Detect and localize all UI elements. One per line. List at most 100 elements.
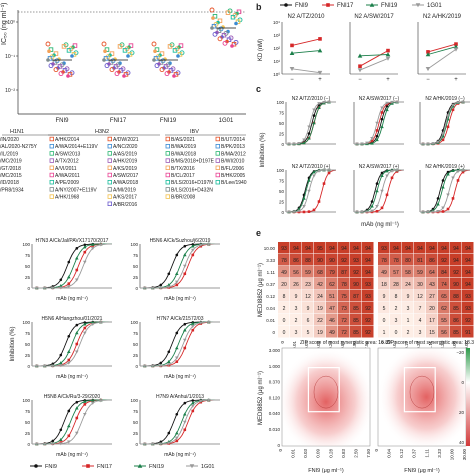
panel-d-point-FNI9 <box>167 431 171 435</box>
panel-d-ytick-label: 0 <box>135 286 138 291</box>
panel-d-ytick-label: 25 <box>25 431 31 436</box>
heatmap-left-cell <box>362 290 374 302</box>
panel-a-dot-plot: FNI9 FNI17 FNI19 1G01 10⁰ 10⁻¹ 10⁻² <box>5 7 246 124</box>
panel-d-point-FNI19 <box>191 321 195 325</box>
panel-d-xlabel: mAb (ng ml⁻¹) <box>56 374 88 380</box>
panel-a-dot <box>217 18 223 24</box>
panel-a-dot <box>235 19 241 24</box>
heatmap-right-cell <box>378 254 390 266</box>
heatmap-left-cell <box>302 242 314 254</box>
panel-a-dot <box>52 53 56 57</box>
heatmap-left-cell <box>314 254 326 266</box>
panel-c-point-1G01 <box>456 170 460 174</box>
legend-h3n2a-label: A/TX/2012 <box>55 159 79 165</box>
heatmap-left-cell <box>302 302 314 314</box>
panel-e-ytick: 1.11 <box>267 270 276 275</box>
panel-d-point-FNI19 <box>67 349 71 354</box>
zip-left-surface <box>282 348 370 446</box>
panel-c-point-FNI19 <box>375 138 379 142</box>
panel-c-point-FNI19 <box>307 136 311 140</box>
panel-d-point-FNI19 <box>175 431 179 435</box>
heatmap-right-cell <box>378 314 390 326</box>
legend-h3n2b-label: A/SW/2017 <box>113 173 139 179</box>
heatmap-right-value: 62 <box>441 306 447 312</box>
heatmap-left-xtick: 0.09 <box>316 341 321 350</box>
panel-d-point-1G01 <box>151 364 155 368</box>
panel-d-point-1G01 <box>143 364 147 368</box>
heatmap-right-cell <box>438 242 450 254</box>
panel-e-ylabel: MEDI8852 (μg ml⁻¹) <box>258 263 264 317</box>
legend-h3n2b-swatch <box>107 143 112 149</box>
legend-ibvb-swatch <box>215 165 220 170</box>
heatmap-right-cell <box>390 242 402 254</box>
panel-c-point-1G01 <box>461 168 465 173</box>
panel-c-point-1G01 <box>380 189 384 193</box>
heatmap-right-value: 0 <box>383 318 386 324</box>
heatmap-right-cell <box>438 254 450 266</box>
panel-c-subtitle: N2 A/HK/2019 (+) <box>425 164 465 170</box>
panel-d-point-FNI9 <box>183 401 187 405</box>
zip-right-title: ZIP score of most synergistic area: 18.3… <box>386 340 474 346</box>
panel-d-ytick-label: 100 <box>22 398 30 403</box>
heatmap-left-value: 12 <box>305 294 311 300</box>
panel-d-curve-FNI9 <box>32 243 112 289</box>
panel-a-dot <box>157 62 161 66</box>
panel-a-dot <box>71 45 75 49</box>
panel-d-point-FNI19 <box>91 398 95 402</box>
panel-d-point-FNI17 <box>83 403 87 406</box>
heatmap-right-cell <box>378 242 390 254</box>
heatmap-right-cell <box>414 254 426 266</box>
panel-a-dot <box>61 70 65 74</box>
legend-h3n2a-label: A/PE/2009 <box>55 180 79 186</box>
heatmap-left-cell <box>290 302 302 314</box>
heatmap-left-value: 6 <box>307 318 310 324</box>
panel-b-line-1G01 <box>427 48 457 70</box>
panel-a-ytick-label: 10⁰ <box>7 20 15 26</box>
legend-ibvb-swatch <box>215 136 220 142</box>
heatmap-left-cell <box>326 278 338 290</box>
panel-c-subtitle: N2 A/SW/2017 (+) <box>359 164 400 170</box>
panel-a-dot <box>216 28 222 33</box>
legend-ibva-label: B/LS/2016+D197N <box>171 180 213 186</box>
legend-ibva-swatch <box>165 187 170 192</box>
panel-c-point-FNI17 <box>390 176 394 180</box>
legend-h3n2a-label: A/NY/2007+E119V <box>55 187 97 193</box>
heatmap-left-value: 92 <box>365 330 371 336</box>
panel-d-point-FNI19 <box>191 401 195 405</box>
legend-ibva-label: B/TX/2016 <box>171 166 195 172</box>
panel-d-ylabel: Inhibition (%) <box>10 326 16 361</box>
panel-a-dot <box>47 49 51 53</box>
panel-d-point-FNI9 <box>67 260 71 264</box>
panel-c-point-FNI9 <box>370 200 374 203</box>
panel-b-point-1G01 <box>453 47 459 52</box>
panel-a-group-label: FNI17 <box>110 118 127 124</box>
panel-d-xlabel: mAb (ng ml⁻¹) <box>164 452 196 458</box>
panel-d-point-1G01 <box>91 247 95 251</box>
heatmap-left-value: 3 <box>295 306 298 312</box>
panel-c-point-FNI19 <box>302 196 306 200</box>
panel-c-point-FNI9 <box>312 114 316 117</box>
panel-b-xtick: − <box>358 77 362 83</box>
panel-d-ytick-label: 25 <box>133 353 139 358</box>
heatmap-left-value: 85 <box>353 330 359 336</box>
heatmap-right-value: 1 <box>407 318 410 324</box>
panel-c-curve-FNI17 <box>286 101 336 145</box>
heatmap-left-xtick: 0.01 <box>292 341 297 350</box>
heatmap-left-cell <box>350 314 362 326</box>
zip-left-xtick: 0.83 <box>341 449 346 458</box>
panel-d-subtitle: H5N6 A/Ck/Suzhou/j6/2019 <box>150 238 211 244</box>
panel-d-curve-FNI17 <box>32 243 112 289</box>
heatmap-right-value: 9 <box>383 294 386 300</box>
heatmap-left-cell <box>338 326 350 338</box>
panel-d-point-FNI19 <box>75 256 79 260</box>
panel-c-point-1G01 <box>426 142 430 146</box>
heatmap-right-cell <box>450 266 462 278</box>
panel-a-dot <box>154 63 160 69</box>
heatmap-left-cell <box>302 254 314 266</box>
heatmap-left-cell <box>338 266 350 278</box>
panel-a-dot <box>108 53 112 57</box>
zip-scale-tick: 0 <box>461 380 464 385</box>
heatmap-right-value: 94 <box>465 258 471 264</box>
panel-b-point-FNI17 <box>454 42 458 46</box>
panel-b-ytick-label: 10² <box>273 46 280 51</box>
